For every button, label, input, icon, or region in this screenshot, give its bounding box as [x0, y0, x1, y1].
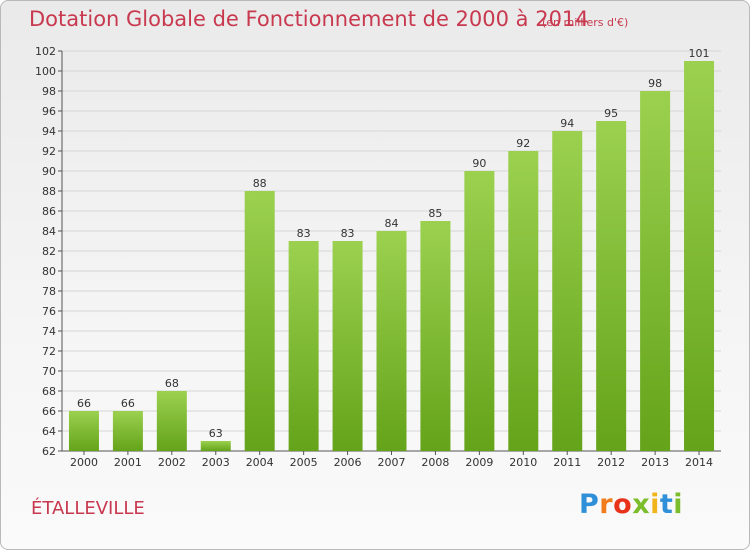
y-tick-label: 86 [42, 205, 56, 218]
bar-value-label: 85 [428, 207, 442, 220]
x-tick-label: 2006 [334, 456, 362, 469]
bar-value-label: 68 [165, 377, 179, 390]
x-tick-label: 2010 [509, 456, 537, 469]
y-tick-label: 98 [42, 85, 56, 98]
proxiti-logo-letter: i [650, 489, 660, 520]
commune-name: ÉTALLEVILLE [31, 498, 145, 519]
bar [508, 151, 539, 451]
bar [68, 411, 99, 451]
y-tick-label: 62 [42, 445, 56, 458]
proxiti-logo-letter: x [632, 489, 651, 520]
proxiti-logo: Proxiti [579, 489, 683, 520]
bar [376, 231, 407, 451]
y-tick-label: 64 [42, 425, 56, 438]
x-tick-label: 2011 [553, 456, 581, 469]
bar-value-label: 66 [77, 397, 91, 410]
bar [420, 221, 451, 451]
x-tick-label: 2005 [290, 456, 318, 469]
bar-value-label: 66 [121, 397, 135, 410]
x-tick-label: 2014 [685, 456, 713, 469]
x-tick-label: 2004 [246, 456, 274, 469]
bar-value-label: 95 [604, 107, 618, 120]
proxiti-logo-letter: i [673, 489, 684, 520]
bar [332, 241, 363, 451]
proxiti-logo-letter: t [659, 489, 674, 520]
bar [200, 441, 231, 451]
bar-value-label: 92 [516, 137, 530, 150]
x-tick-label: 2013 [641, 456, 669, 469]
bar [288, 241, 319, 451]
y-tick-label: 92 [42, 145, 56, 158]
bar [112, 411, 143, 451]
bar-value-label: 83 [297, 227, 311, 240]
proxiti-logo-letter: r [599, 489, 614, 520]
y-tick-label: 72 [42, 345, 56, 358]
bar [640, 91, 671, 451]
bars [68, 61, 715, 451]
bar [244, 191, 275, 451]
x-tick-label: 2012 [597, 456, 625, 469]
bar-value-label: 90 [472, 157, 486, 170]
y-tick-label: 84 [42, 225, 56, 238]
bar [464, 171, 495, 451]
bar-value-label: 98 [648, 77, 662, 90]
y-tick-label: 80 [42, 265, 56, 278]
y-tick-label: 94 [42, 125, 56, 138]
data-labels: 66 66 68 63 88 83 83 84 85 90 92 94 95 98 101 [77, 47, 710, 440]
proxiti-logo-letter: P [579, 489, 600, 520]
bar-value-label: 88 [253, 177, 267, 190]
y-tick-label: 96 [42, 105, 56, 118]
y-tick-label: 90 [42, 165, 56, 178]
bar-value-label: 83 [341, 227, 355, 240]
y-tick-label: 74 [42, 325, 56, 338]
x-tick-label: 2000 [70, 456, 98, 469]
x-tick-label: 2008 [421, 456, 449, 469]
x-tick-label: 2009 [465, 456, 493, 469]
x-tick-labels: 2000 2001 2002 2003 2004 2005 2006 2007 2008 2009… [70, 451, 713, 469]
chart-title: Dotation Globale de Fonctionnement de 20… [29, 7, 589, 31]
y-tick-label: 82 [42, 245, 56, 258]
x-tick-label: 2007 [378, 456, 406, 469]
x-tick-label: 2002 [158, 456, 186, 469]
bar [156, 391, 187, 451]
bar-value-label: 63 [209, 427, 223, 440]
y-tick-label: 88 [42, 185, 56, 198]
bar-value-label: 94 [560, 117, 574, 130]
y-tick-label: 68 [42, 385, 56, 398]
y-tick-label: 70 [42, 365, 56, 378]
y-tick-label: 78 [42, 285, 56, 298]
proxiti-logo-letter: o [613, 489, 633, 520]
y-tick-label: 66 [42, 405, 56, 418]
y-tick-label: 76 [42, 305, 56, 318]
chart-unit-note: (en milliers d'€) [542, 16, 629, 29]
y-tick-label: 100 [35, 65, 56, 78]
x-tick-label: 2003 [202, 456, 230, 469]
bar [684, 61, 715, 451]
y-tick-labels: 62 64 66 68 70 72 74 76 78 80 82 84 86 88 90 92 94 96 98 10… [35, 45, 56, 458]
bar-value-label: 84 [385, 217, 399, 230]
y-tick-label: 102 [35, 45, 56, 58]
bar [552, 131, 583, 451]
bar [596, 121, 627, 451]
bar-value-label: 101 [689, 47, 710, 60]
x-tick-label: 2001 [114, 456, 142, 469]
